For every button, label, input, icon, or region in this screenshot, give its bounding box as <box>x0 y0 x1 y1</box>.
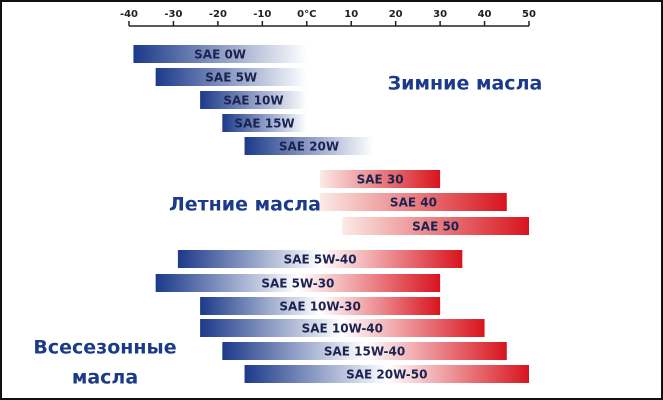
range-bar <box>320 193 507 211</box>
x-tick-label: -30 <box>164 9 182 20</box>
bar-label: SAE 10W <box>223 94 283 108</box>
x-tick-label: 20 <box>389 9 403 20</box>
range-bar <box>342 217 529 235</box>
x-tick-label: -10 <box>253 9 271 20</box>
range-bar <box>177 250 463 268</box>
range-bar <box>222 114 307 132</box>
bar-label: SAE 0W <box>194 48 246 62</box>
group-label: масла <box>72 367 138 389</box>
range-bar <box>200 297 441 315</box>
x-tick-label: -40 <box>120 9 138 20</box>
bar-label: SAE 20W <box>279 140 339 154</box>
bar-label: SAE 5W-30 <box>261 277 334 291</box>
x-tick-label: 0°C <box>297 9 316 20</box>
range-bar <box>200 91 307 109</box>
bar-label: SAE 50 <box>412 220 459 234</box>
bar-label: SAE 10W-40 <box>302 322 383 336</box>
bar-label: SAE 5W-40 <box>284 253 357 267</box>
bar-label: SAE 15W <box>234 117 294 131</box>
group-label: Всесезонные <box>33 337 176 359</box>
range-bar <box>155 68 307 86</box>
bar-label: SAE 40 <box>390 196 437 210</box>
bar-label: SAE 5W <box>205 71 257 85</box>
bar-label: SAE 30 <box>357 173 404 187</box>
range-bar <box>244 137 374 155</box>
range-bar <box>155 274 441 292</box>
group-label: Зимние масла <box>388 73 543 95</box>
x-tick-label: 40 <box>478 9 492 20</box>
x-tick-label: 50 <box>522 9 536 20</box>
bar-label: SAE 15W-40 <box>324 345 405 359</box>
x-tick-label: 10 <box>344 9 358 20</box>
bar-label: SAE 10W-30 <box>279 300 360 314</box>
x-tick-label: 30 <box>433 9 447 20</box>
range-bar <box>133 45 307 63</box>
group-label: Летние масла <box>169 194 321 216</box>
x-tick-label: -20 <box>209 9 227 20</box>
range-bar <box>222 342 507 360</box>
range-bar <box>244 365 530 383</box>
bar-label: SAE 20W-50 <box>346 368 427 382</box>
range-bar <box>200 319 485 337</box>
range-bar <box>320 170 441 188</box>
